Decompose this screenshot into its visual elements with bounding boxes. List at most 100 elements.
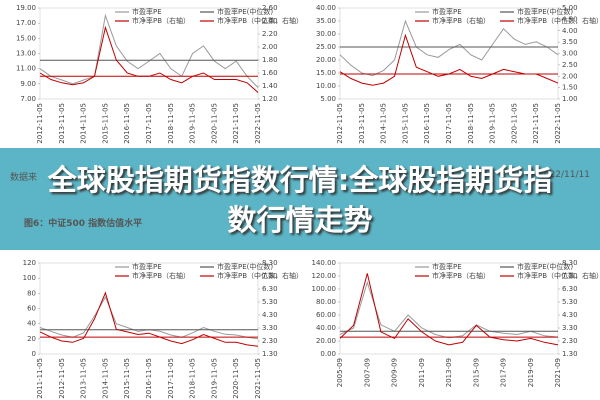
x-tick-label: 2014-11-05 <box>380 103 388 144</box>
legend-label: 市盈率PE <box>132 262 162 271</box>
y-tick-label: 40.00 <box>316 324 336 332</box>
y-tick-label: 15.00 <box>316 69 336 77</box>
series-line <box>339 19 559 77</box>
y-tick-label: 100.00 <box>312 285 337 293</box>
x-tick-label: 2015-11-05 <box>101 103 109 144</box>
legend-label: 市净率PB（中位数，右轴） <box>217 16 303 25</box>
y-tick-label: 2.00 <box>262 43 278 51</box>
chart: 0 20 40 60 80 100 120 1.30 2.30 3.30 4.30 5.30 6.30 7… <box>23 259 303 399</box>
x-tick-label: 2014-11-05 <box>101 358 109 399</box>
x-tick-label: 2020-11-05 <box>232 358 240 399</box>
plot-frame <box>339 262 559 355</box>
y-tick-label: 7.30 <box>262 272 278 280</box>
x-tick-label: 2013-09 <box>445 358 453 387</box>
figure-caption: 图6：中证500 指数估值水平 <box>24 219 143 229</box>
y-tick-label: 1.30 <box>562 350 578 358</box>
y-tick-label: 15.00 <box>16 34 36 42</box>
y-tick-label: 20.00 <box>316 56 336 64</box>
y-tick-label: 3.30 <box>562 324 578 332</box>
y-tick-label: 10.00 <box>316 82 336 90</box>
x-tick-label: 2013-11-05 <box>358 103 366 144</box>
legend-label: 市盈率PE <box>432 7 462 16</box>
y-tick-label: 35.00 <box>316 17 336 25</box>
y-tick-label: 0 <box>32 350 36 358</box>
x-tick-label: 2012-11-05 <box>336 103 344 144</box>
x-tick-label: 2011-09 <box>418 358 426 387</box>
y-tick-label: 8.30 <box>262 259 278 267</box>
x-tick-label: 2020-11-05 <box>210 103 218 144</box>
x-tick-label: 2019-11-05 <box>210 358 218 399</box>
legend-label: 市盈率PE <box>432 262 462 271</box>
x-tick-label: 2019-11-05 <box>489 103 497 144</box>
legend-label: 市盈率PE(中位数) <box>517 7 573 16</box>
series-line <box>339 273 559 346</box>
x-tick-label: 2013-11-05 <box>80 358 88 399</box>
y-tick-label: 4.30 <box>262 311 278 319</box>
y-tick-label: 1.30 <box>262 350 278 358</box>
x-tick-label: 2005-09 <box>336 358 344 387</box>
y-tick-label: 20 <box>27 335 36 343</box>
series-line <box>39 291 259 347</box>
y-tick-label: 3.00 <box>562 50 578 58</box>
y-tick-label: 13.00 <box>16 50 36 58</box>
y-tick-label: 40 <box>27 320 36 328</box>
legend-label: 市净率PB（中位数，右轴） <box>217 271 303 280</box>
x-tick-label: 2012-11-05 <box>36 103 44 144</box>
x-tick-label: 2019-09 <box>527 358 535 387</box>
x-tick-label: 2019-11-05 <box>189 103 197 144</box>
y-tick-label: 6.30 <box>262 285 278 293</box>
x-tick-label: 2018-11-05 <box>189 358 197 399</box>
x-tick-label: 2018-11-05 <box>467 103 475 144</box>
legend-label: 市净率PB（右轴） <box>132 271 190 280</box>
legend-label: 市盈率PE(中位数) <box>217 262 273 271</box>
y-tick-label: 19.00 <box>16 4 36 12</box>
x-tick-label: 2021-11-05 <box>232 103 240 144</box>
x-tick-label: 2021-09 <box>554 358 562 387</box>
y-tick-label: 120 <box>23 259 36 267</box>
y-tick-label: 60.00 <box>316 311 336 319</box>
chart: 0.00 20.00 40.00 60.00 80.00 100.00 120.00 140.… <box>312 259 600 387</box>
y-tick-label: 8.30 <box>562 259 578 267</box>
x-tick-label: 2012-11-05 <box>58 358 66 399</box>
chart: 7.00 9.00 11.00 13.00 15.00 17.00 19.00 1.20 1.4… <box>16 4 303 144</box>
y-tick-label: 80.00 <box>316 298 336 306</box>
date-note: 2022/11/11 <box>538 170 590 180</box>
y-tick-label: 20.00 <box>316 337 336 345</box>
x-tick-label: 2015-11-05 <box>401 103 409 144</box>
y-tick-label: 80 <box>27 289 36 297</box>
y-tick-label: 9.00 <box>20 80 36 88</box>
y-tick-label: 2.30 <box>562 337 578 345</box>
y-tick-label: 11.00 <box>16 65 36 73</box>
x-tick-label: 2016-11-05 <box>123 103 131 144</box>
legend-label: 市净率PB（中位数，右轴） <box>517 271 600 280</box>
x-tick-label: 2017-11-05 <box>145 103 153 144</box>
x-tick-label: 2020-11-05 <box>510 103 518 144</box>
banner-title: 全球股指期货指数行情:全球股指期货指数行情走势 <box>47 163 553 237</box>
x-tick-label: 2015-11-05 <box>123 358 131 399</box>
x-tick-label: 2017-09 <box>500 358 508 387</box>
legend-label: 市盈率PE(中位数) <box>217 7 273 16</box>
y-tick-label: 1.60 <box>262 69 278 77</box>
source-note: 数据来 <box>10 173 38 183</box>
y-tick-label: 5.30 <box>562 298 578 306</box>
y-tick-label: 1.80 <box>262 56 278 64</box>
y-tick-label: 7.30 <box>562 272 578 280</box>
y-tick-label: 1.50 <box>562 84 578 92</box>
y-tick-label: 7.00 <box>20 95 36 103</box>
x-tick-label: 2007-09 <box>363 358 371 387</box>
y-tick-label: 1.40 <box>262 82 278 90</box>
x-tick-label: 2022-11-05 <box>254 103 262 144</box>
legend-label: 市盈率PE(中位数) <box>517 262 573 271</box>
x-tick-label: 2014-11-05 <box>80 103 88 144</box>
y-tick-label: 25.00 <box>316 43 336 51</box>
y-tick-label: 2.40 <box>262 17 278 25</box>
y-tick-label: 6.30 <box>562 285 578 293</box>
legend-label: 市净率PB（右轴） <box>432 16 490 25</box>
legend-label: 市净率PB（右轴） <box>432 271 490 280</box>
x-tick-label: 2009-09 <box>391 358 399 387</box>
chart: 5.00 10.00 15.00 20.00 25.00 30.00 35.00 40.00 1… <box>316 4 600 144</box>
y-tick-label: 100 <box>23 274 36 282</box>
y-tick-label: 4.00 <box>562 27 578 35</box>
y-tick-label: 0.00 <box>320 350 336 358</box>
